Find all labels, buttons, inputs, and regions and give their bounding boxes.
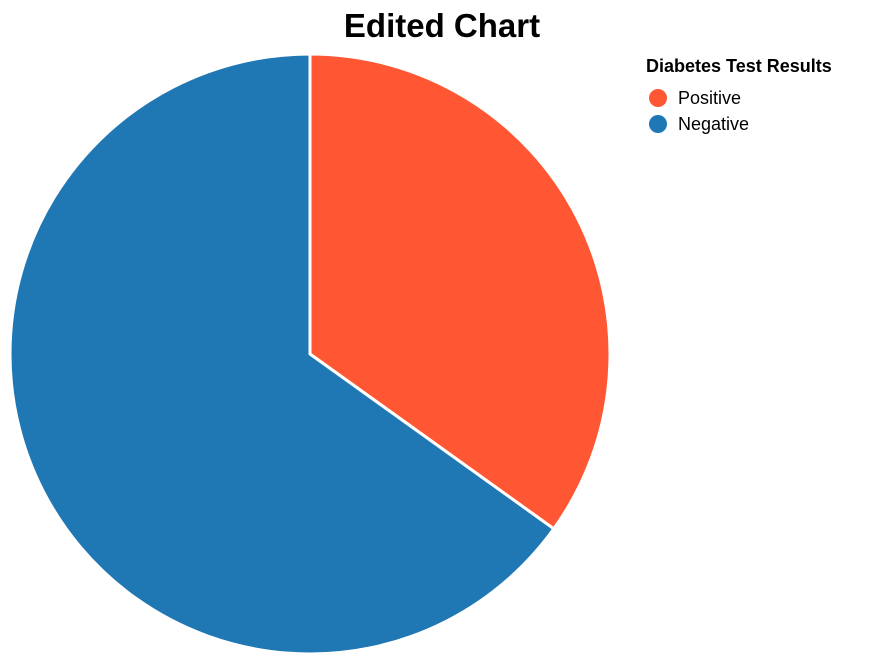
pie-slice-positive [308,52,612,531]
legend: Diabetes Test Results Positive Negative [646,56,832,134]
legend-label-negative: Negative [678,114,749,134]
legend-title: Diabetes Test Results [646,56,832,76]
pie-slices [8,52,612,656]
legend-swatch-negative [649,115,667,133]
chart-title: Edited Chart [344,7,540,44]
pie-slice-negative [8,52,556,656]
legend-swatch-positive [649,89,667,107]
legend-label-positive: Positive [678,88,741,108]
legend-items: Positive Negative [649,88,749,134]
